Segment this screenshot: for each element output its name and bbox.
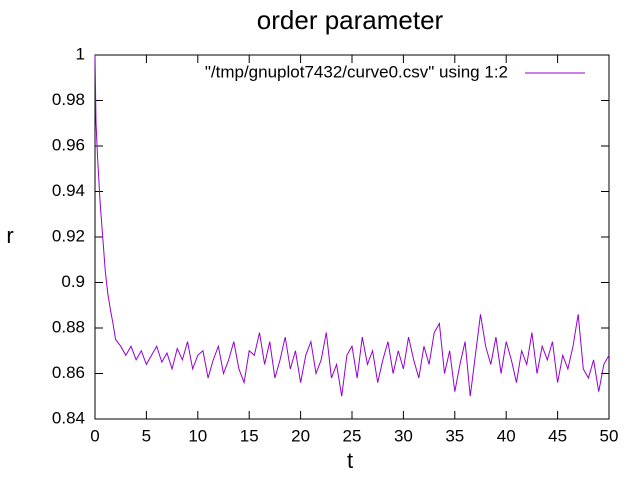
y-tick-label: 0.94 (52, 181, 85, 200)
x-tick-label: 15 (240, 426, 259, 445)
x-tick-label: 5 (142, 426, 151, 445)
y-tick-label: 0.98 (52, 90, 85, 109)
y-tick-label: 1 (76, 44, 85, 63)
x-tick-label: 40 (497, 426, 516, 445)
x-tick-label: 25 (343, 426, 362, 445)
plot-border (94, 54, 610, 420)
y-tick-label: 0.92 (52, 226, 85, 245)
y-tick-label: 0.96 (52, 135, 85, 154)
x-tick-label: 20 (291, 426, 310, 445)
x-tick-label: 30 (394, 426, 413, 445)
x-tick-label: 0 (90, 426, 99, 445)
x-axis-label: t (347, 448, 353, 473)
x-tick-label: 50 (600, 426, 619, 445)
y-tick-label: 0.86 (52, 363, 85, 382)
legend-label: "/tmp/gnuplot7432/curve0.csv" using 1:2 (205, 62, 508, 81)
chart-title: order parameter (257, 5, 444, 35)
y-tick-label: 0.84 (52, 408, 85, 427)
data-line (94, 54, 610, 397)
y-axis-label: r (6, 223, 13, 248)
x-tick-label: 35 (445, 426, 464, 445)
x-tick-label: 10 (188, 426, 207, 445)
y-tick-label: 0.88 (52, 317, 85, 336)
x-tick-label: 45 (548, 426, 567, 445)
y-tick-label: 0.9 (61, 272, 85, 291)
